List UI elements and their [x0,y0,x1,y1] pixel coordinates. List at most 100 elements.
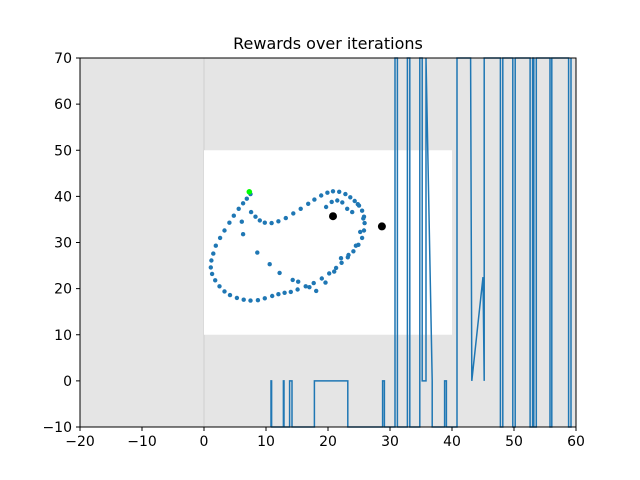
y-tick-label: 60 [54,97,72,113]
trajectory-point [290,277,295,283]
trajectory-point [312,197,317,202]
trajectory-point [227,292,233,298]
trajectory-point [345,206,350,211]
axes-frame [79,57,577,428]
trajectory-point [353,243,359,248]
trajectory-point [208,265,213,270]
trajectory-point [227,220,232,225]
trajectory-point [253,214,258,219]
y-axis: −10 0 10 20 30 40 50 60 70 [42,51,80,436]
plot-area [80,57,576,428]
trajectory-point [352,198,357,204]
trajectory-point [311,280,316,286]
x-tick-label: 20 [319,434,337,450]
x-tick-label: 10 [257,434,275,450]
trajectory-point [351,249,356,254]
trajectory-point [277,270,282,276]
clear-area [204,150,452,335]
trajectory-point [211,251,216,256]
trajectory-point [332,269,337,274]
trajectory-point [255,298,261,303]
trajectory-point [240,201,246,206]
highlight-point-point [246,189,253,195]
trajectory-point [323,204,329,210]
trajectory-point [306,201,311,206]
x-tick-label: 0 [200,434,209,450]
trajectory-point [330,189,336,194]
reward-line [270,57,572,428]
trajectory-point [276,219,281,224]
y-tick-label: 40 [54,189,72,205]
trajectory-point [262,296,267,301]
trajectory-point [276,292,281,297]
trajectory-point [291,211,296,216]
trajectory-point [217,235,223,241]
trajectory-point [329,199,334,205]
trajectory-point [213,278,218,283]
x-tick-label: 60 [567,434,585,450]
trajectory-point [213,243,218,248]
trajectory-point [222,289,227,294]
trajectory-point [340,200,345,205]
trajectory-point [346,252,351,258]
trajectory-point [269,220,274,226]
trajectory-point [314,288,319,294]
y-tick-label: 50 [54,143,72,159]
trajectory-point [262,220,267,225]
trajectory-point [339,260,344,265]
trajectory-point [270,293,275,299]
trajectory-point [288,289,293,295]
trajectory-point [327,271,332,276]
x-tick-label: −20 [65,434,95,450]
trajectory-point [355,202,360,207]
trajectory-point [295,287,300,292]
trajectory-point [359,235,365,241]
trajectory-point [255,250,260,255]
trajectory-point [337,189,342,194]
y-tick-label: 70 [54,51,72,67]
key-points-point [329,212,337,221]
trajectory-point [307,285,312,290]
x-tick-label: 50 [505,434,523,450]
trajectory-point [267,262,272,267]
y-tick-label: 30 [54,236,72,252]
trajectory-point [231,213,236,218]
trajectory-point [361,228,367,233]
trajectory-point [348,195,353,200]
chart-title: Rewards over iterations [233,34,423,53]
trajectory-point [222,228,227,233]
trajectory-point [209,271,215,277]
trajectory-point [350,209,355,215]
trajectory-point [240,232,246,237]
y-tick-label: 0 [63,374,72,390]
trajectory-point [333,265,339,271]
trajectory-point [217,284,222,289]
x-tick-label: 40 [443,434,461,450]
trajectory-point [303,284,308,289]
key-points-point [377,222,386,231]
trajectory-point [298,206,303,211]
trajectory-point [248,209,254,215]
trajectory-point [319,276,324,281]
trajectory-point [338,256,344,261]
trajectory-point [343,191,348,197]
trajectory-point [296,279,301,284]
trajectory-point [248,298,253,303]
trajectory-point [335,198,340,203]
trajectory-point [359,208,365,213]
trajectory-point [319,193,324,198]
trajectory-point [358,229,363,235]
trajectory-point [283,215,288,221]
y-tick-label: −10 [42,420,72,436]
trajectory-point [234,295,240,301]
trajectory-point [236,206,241,211]
x-axis: −20 −10 0 10 20 30 40 50 60 [65,427,585,450]
trajectory-point [239,219,244,224]
trajectory-point [257,218,262,223]
trajectory-point [282,290,287,295]
y-tick-label: 20 [54,282,72,298]
x-tick-label: −10 [127,434,157,450]
trajectory-point [241,297,246,302]
trajectory-point [244,196,249,201]
